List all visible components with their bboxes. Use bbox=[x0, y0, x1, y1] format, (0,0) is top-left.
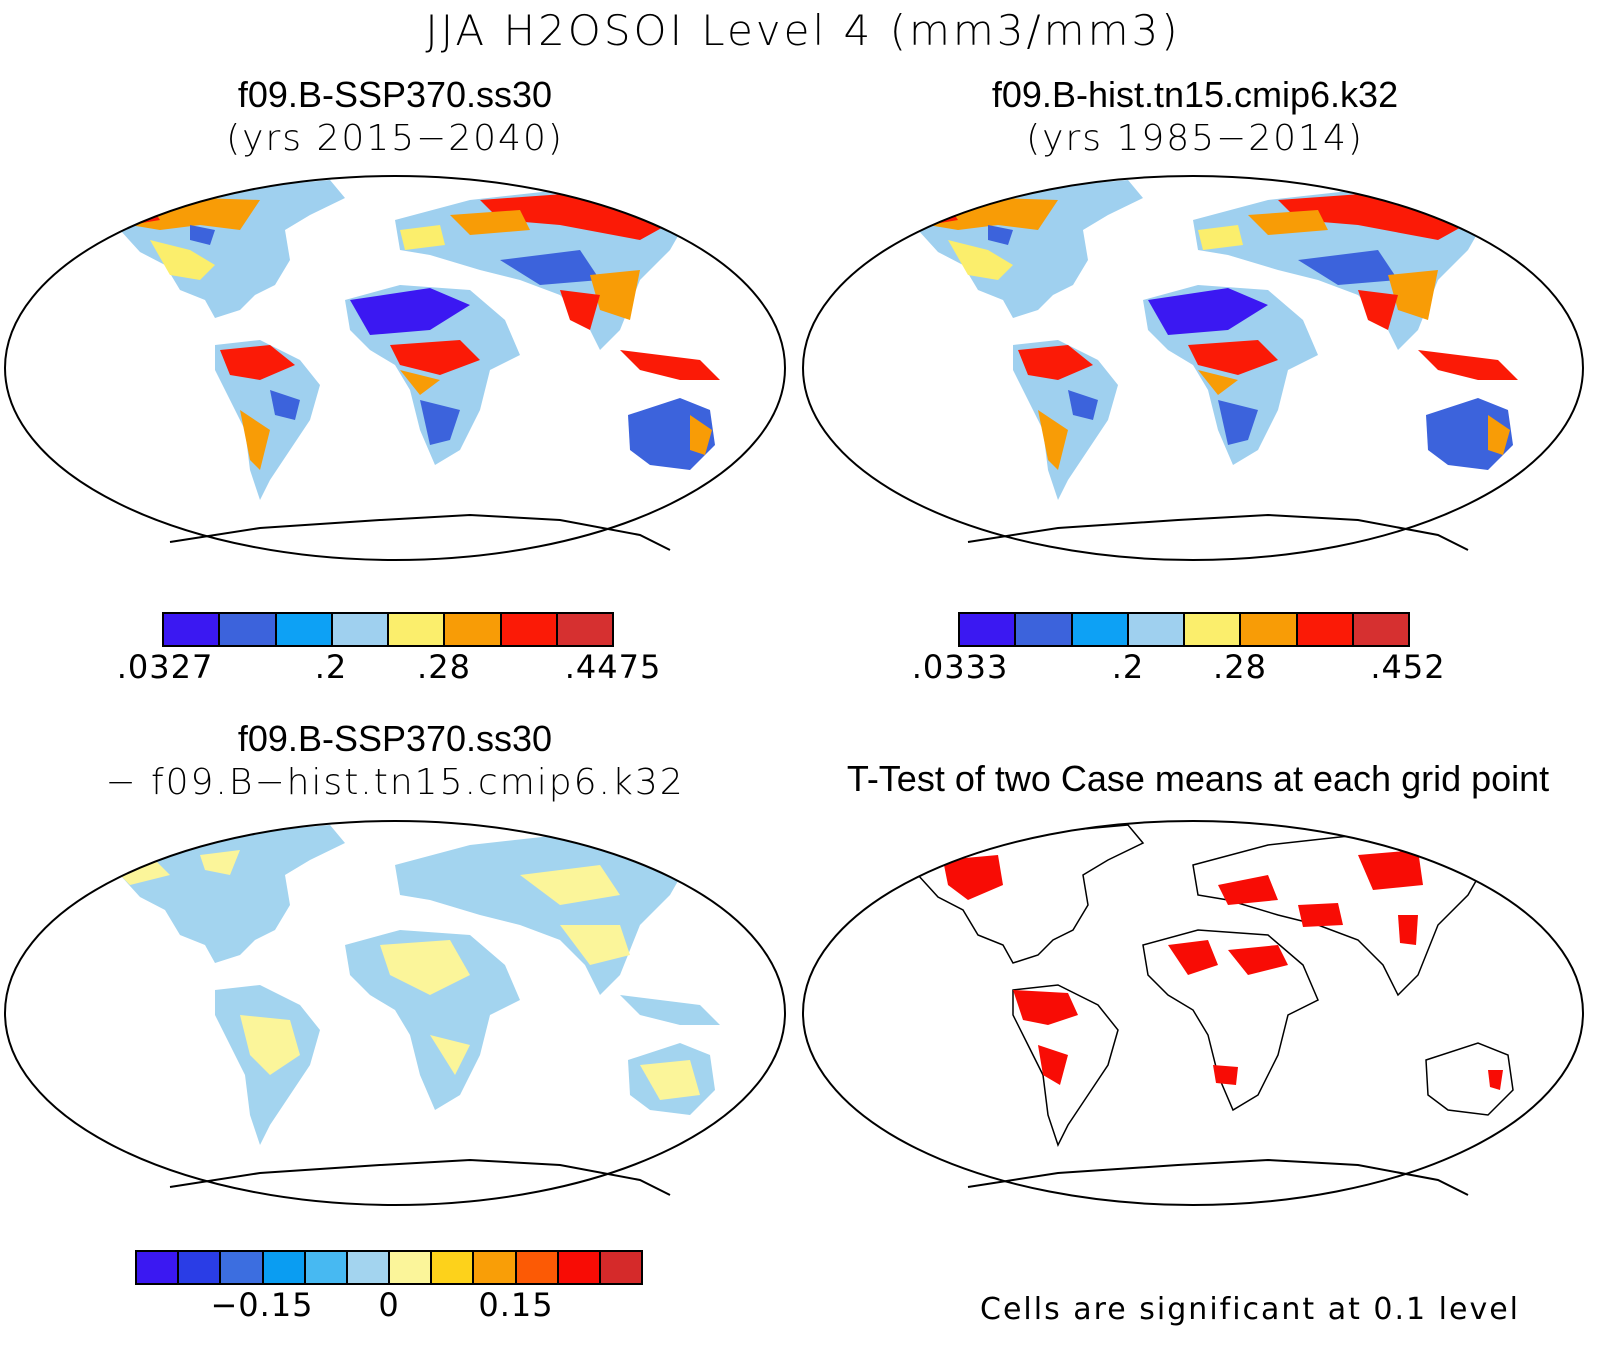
panel-subtitle-top-left: (yrs 2015−2040) bbox=[226, 118, 564, 159]
colorbar-bottom-left bbox=[135, 1250, 643, 1285]
colorbar-swatch bbox=[1297, 614, 1354, 645]
colorbar-swatch bbox=[220, 614, 277, 645]
colorbar-swatch bbox=[1185, 614, 1242, 645]
continent-australia bbox=[628, 398, 715, 470]
colorbar-tick: .2 bbox=[1111, 648, 1145, 686]
colorbar-swatch bbox=[1016, 614, 1073, 645]
colorbar-swatch bbox=[347, 1252, 391, 1283]
colorbar-tick: 0.15 bbox=[478, 1286, 554, 1324]
colorbar-swatch bbox=[389, 614, 446, 645]
panel-title-bottom-left: f09.B-SSP370.ss30 bbox=[237, 718, 553, 759]
significance-note: Cells are significant at 0.1 level bbox=[980, 1292, 1521, 1327]
colorbar-top-right bbox=[958, 612, 1410, 647]
colorbar-tick: .2 bbox=[314, 648, 348, 686]
colorbar-swatch bbox=[332, 614, 389, 645]
colorbar-tick: 0 bbox=[378, 1286, 400, 1324]
colorbar-swatch bbox=[276, 614, 333, 645]
colorbar-swatch bbox=[558, 1252, 601, 1283]
colorbar-swatch bbox=[1241, 614, 1298, 645]
colorbar-swatch bbox=[263, 1252, 306, 1283]
panel-subtitle-top-right: (yrs 1985−2014) bbox=[1026, 118, 1364, 159]
figure-title: JJA H2OSOI Level 4 (mm3/mm3) bbox=[425, 6, 1181, 55]
colorbar-swatch bbox=[960, 614, 1017, 645]
colorbar-swatch bbox=[432, 1252, 475, 1283]
colorbar-swatch bbox=[137, 1252, 180, 1283]
colorbar-swatch bbox=[164, 614, 221, 645]
panel-subtitle-bottom-left: − f09.B−hist.tn15.cmip6.k32 bbox=[105, 762, 685, 803]
colorbar-swatch bbox=[390, 1252, 433, 1283]
colorbar-swatch bbox=[221, 1252, 264, 1283]
colorbar-swatch bbox=[557, 614, 612, 645]
colorbar-tick: .0327 bbox=[116, 648, 214, 686]
panel-title-top-left: f09.B-SSP370.ss30 bbox=[237, 74, 553, 115]
map-top-right bbox=[802, 175, 1584, 561]
colorbar-swatch bbox=[600, 1252, 642, 1283]
colorbar-swatch bbox=[474, 1252, 517, 1283]
colorbar-swatch bbox=[445, 614, 502, 645]
map-top-left bbox=[4, 175, 786, 561]
colorbar-tick: .28 bbox=[1213, 648, 1267, 686]
colorbar-tick: .4475 bbox=[564, 648, 662, 686]
continent-south-america bbox=[215, 340, 320, 500]
significant-cells bbox=[943, 850, 1503, 1090]
colorbar-swatch bbox=[179, 1252, 222, 1283]
colorbar-swatch bbox=[1128, 614, 1185, 645]
colorbar-swatch bbox=[1353, 614, 1408, 645]
colorbar-tick: .0333 bbox=[911, 648, 1009, 686]
map-bottom-left bbox=[4, 820, 786, 1206]
map-bottom-right bbox=[802, 820, 1584, 1206]
colorbar-swatch bbox=[501, 614, 558, 645]
colorbar-swatch bbox=[1072, 614, 1129, 645]
panel-title-bottom-right: T-Test of two Case means at each grid po… bbox=[846, 758, 1550, 799]
colorbar-swatch bbox=[305, 1252, 348, 1283]
colorbar-tick: .452 bbox=[1370, 648, 1446, 686]
colorbar-top-left bbox=[162, 612, 614, 647]
panel-title-top-right: f09.B-hist.tn15.cmip6.k32 bbox=[991, 74, 1399, 115]
colorbar-tick: .28 bbox=[417, 648, 471, 686]
colorbar-tick: −0.15 bbox=[210, 1286, 314, 1324]
colorbar-swatch bbox=[516, 1252, 559, 1283]
